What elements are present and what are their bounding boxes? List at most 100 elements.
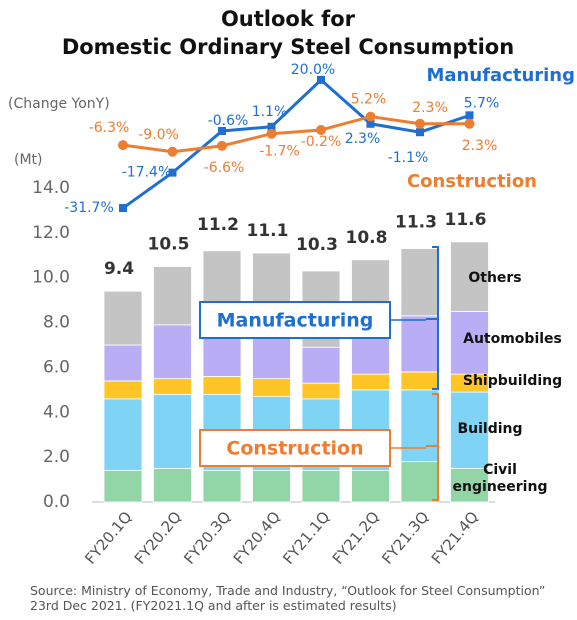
data-label: 5.7% [464, 95, 500, 111]
point [119, 204, 127, 213]
y-tick-label: 14.0 [32, 178, 70, 198]
bar-segment [153, 393, 192, 469]
y-tick-label: 10.0 [32, 268, 70, 288]
point [316, 124, 326, 135]
total-label: 9.4 [104, 259, 134, 279]
data-label: -17.4% [122, 165, 172, 181]
bar-segment [103, 380, 143, 400]
data-label: 2.3% [462, 138, 498, 154]
point [365, 111, 376, 122]
bar-segment [202, 375, 242, 395]
point [217, 140, 227, 151]
point [266, 128, 277, 139]
chart: Outlook for Domestic Ordinary Steel Cons… [8, 7, 576, 568]
x-tick-label: FY20.1Q [81, 508, 135, 568]
y-axis-label: (Mt) [14, 152, 43, 168]
brace [426, 393, 439, 501]
point [317, 75, 325, 84]
bar-segment [252, 378, 291, 397]
bar-segment [153, 378, 192, 395]
annotation-text: Construction [226, 438, 363, 460]
x-tick-label: FY20.3Q [180, 508, 234, 568]
total-label: 10.5 [148, 235, 190, 255]
point [168, 168, 177, 177]
chart-title: Outlook for [221, 7, 356, 31]
chart-title: Domestic Ordinary Steel Consumption [62, 35, 514, 59]
segment-label: Shipbuilding [462, 373, 563, 389]
total-label: 10.8 [346, 228, 388, 248]
bar-segment [153, 324, 192, 380]
bar-segment [202, 333, 242, 377]
bar-segment [103, 398, 143, 472]
x-tick-label: FY21.4Q [428, 508, 482, 568]
bar-segment [450, 241, 489, 312]
point [118, 140, 128, 151]
data-label: 1.1% [252, 104, 288, 120]
point [167, 146, 178, 157]
x-tick-label: FY21.3Q [378, 508, 432, 568]
total-label: 11.6 [445, 210, 487, 230]
data-label: -9.0% [138, 127, 179, 143]
y-tick-label: 4.0 [43, 402, 70, 422]
segment-label: Building [457, 421, 523, 437]
x-tick-label: FY21.1Q [279, 508, 333, 568]
total-label: 10.3 [296, 235, 338, 255]
data-label: -1.1% [388, 150, 429, 166]
bar-segment [252, 470, 291, 503]
data-label: -6.6% [204, 160, 245, 176]
x-tick-label: FY20.2Q [131, 508, 185, 568]
bar-segment [400, 389, 440, 463]
segment-label: Automobiles [463, 331, 562, 347]
point [416, 128, 424, 137]
annotation-box [199, 301, 391, 339]
y-tick-label: 2.0 [43, 447, 70, 467]
bar-segment [301, 382, 341, 400]
point [415, 118, 425, 129]
total-label: 11.2 [197, 215, 239, 235]
data-label: -0.6% [208, 113, 249, 129]
bar-segment [351, 470, 390, 503]
y-tick-label: 8.0 [43, 313, 70, 333]
brace [426, 246, 439, 390]
bar-segment [450, 467, 489, 503]
line-series [122, 115, 470, 154]
bar-segment [400, 371, 440, 391]
data-label: -6.3% [89, 120, 130, 136]
y-tick-label: 0.0 [43, 492, 70, 512]
point [267, 122, 276, 131]
data-label: 2.3% [345, 131, 381, 147]
line-series [122, 77, 470, 210]
bar-segment [103, 290, 143, 346]
line-name: Manufacturing [427, 65, 576, 86]
total-label: 11.1 [247, 221, 289, 241]
x-tick-label: FY20.4Q [230, 508, 284, 568]
x-tick-label: FY21.2Q [329, 508, 383, 568]
segment-label: Others [468, 270, 522, 286]
y2-axis-label: (Change YonY) [8, 96, 110, 112]
y-tick-label: 12.0 [32, 223, 70, 243]
data-label: -0.2% [301, 134, 342, 150]
annotation-box [199, 429, 391, 467]
point [366, 119, 375, 128]
point [465, 111, 474, 120]
point [218, 126, 226, 135]
bar-segment [351, 337, 390, 375]
bar-segment [202, 470, 242, 503]
bar-segment [301, 470, 341, 503]
bar-segment [103, 344, 143, 382]
data-label: 20.0% [291, 62, 335, 78]
data-label: 2.3% [412, 100, 448, 116]
bar-segment [400, 248, 440, 317]
bar-segment [400, 315, 440, 373]
total-label: 11.3 [395, 213, 437, 233]
bar-segment [153, 266, 192, 326]
line-name: Construction [407, 171, 537, 192]
point [464, 118, 475, 129]
y-tick-label: 6.0 [43, 357, 70, 377]
annotation-text: Manufacturing [217, 310, 374, 332]
bar-segment [351, 373, 390, 391]
bar-segment [301, 346, 341, 384]
bar-segment [450, 310, 489, 375]
bar-segment [400, 461, 440, 503]
